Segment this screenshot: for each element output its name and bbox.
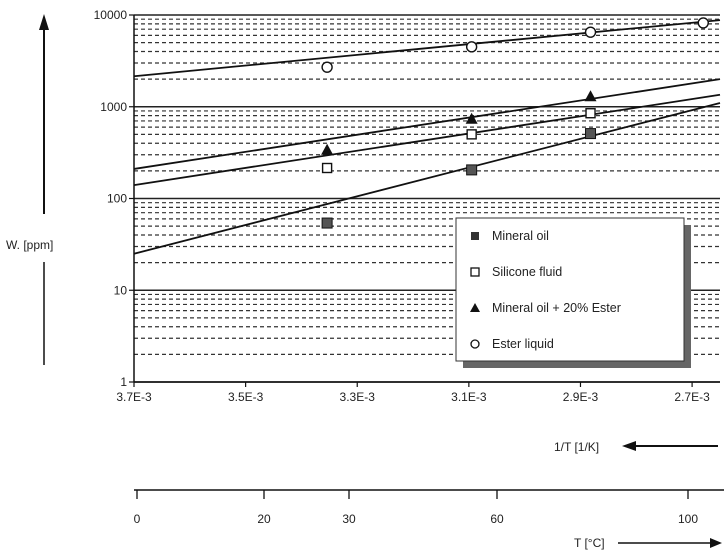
legend-label: Silicone fluid bbox=[492, 265, 562, 279]
x-axis-label-group: 1/T [1/K] bbox=[554, 440, 718, 454]
markers-layer bbox=[321, 17, 709, 229]
data-point bbox=[466, 164, 478, 176]
data-point bbox=[585, 108, 596, 119]
y-axis-label-group: W. [ppm] bbox=[6, 14, 53, 365]
data-point bbox=[466, 129, 477, 140]
legend-marker bbox=[470, 303, 480, 312]
legend-item: Mineral oil + 20% Ester bbox=[470, 301, 621, 315]
y-axis-label: W. [ppm] bbox=[6, 238, 53, 252]
data-point bbox=[465, 41, 478, 53]
temperature-axis: 0 20 30 60 100 T [°C] bbox=[134, 489, 724, 550]
series-line bbox=[133, 78, 721, 170]
legend-item: Mineral oil bbox=[471, 229, 549, 243]
legend-label: Mineral oil + 20% Ester bbox=[492, 301, 621, 315]
legend-item: Silicone fluid bbox=[470, 265, 562, 279]
legend-marker bbox=[471, 232, 479, 240]
x-tick-label: 2.7E-3 bbox=[674, 390, 710, 404]
legend-item: Ester liquid bbox=[470, 337, 554, 351]
temperature-tick-label: 0 bbox=[134, 512, 141, 526]
temperature-ticks: 0 20 30 60 100 bbox=[134, 490, 698, 526]
series-line bbox=[133, 19, 721, 78]
legend-label: Ester liquid bbox=[492, 337, 554, 351]
series-line bbox=[133, 102, 721, 255]
series-line bbox=[133, 93, 721, 186]
ticks-layer: 10000 1000 100 10 13.7E-3 3.5E-3 3.3E-3 3.1E-3 2… bbox=[94, 8, 710, 404]
y-tick-label: 1000 bbox=[100, 100, 127, 114]
y-tick-label: 10 bbox=[114, 283, 128, 297]
legend: Mineral oil Silicone fluid Mineral oil + 2… bbox=[455, 217, 691, 368]
y-tick-label: 100 bbox=[107, 192, 127, 206]
temperature-arrow-head bbox=[710, 538, 722, 548]
y-axis-arrow-head bbox=[39, 14, 49, 30]
x-tick-label: 3.7E-3 bbox=[116, 390, 152, 404]
legend-label: Mineral oil bbox=[492, 229, 549, 243]
x-axis-label: 1/T [1/K] bbox=[554, 440, 599, 454]
data-point bbox=[584, 26, 597, 38]
data-point bbox=[321, 162, 333, 174]
y-tick-label: 1 bbox=[120, 375, 127, 389]
data-point bbox=[697, 17, 709, 29]
x-tick-label: 2.9E-3 bbox=[563, 390, 599, 404]
temperature-tick-label: 30 bbox=[342, 512, 356, 526]
curves-layer bbox=[133, 19, 721, 255]
y-tick-label: 10000 bbox=[94, 8, 128, 22]
temperature-tick-label: 20 bbox=[257, 512, 271, 526]
data-point bbox=[584, 90, 597, 102]
legend-items: Mineral oil Silicone fluid Mineral oil + 2… bbox=[470, 229, 621, 351]
data-point bbox=[321, 217, 333, 229]
data-point bbox=[321, 143, 334, 155]
data-point bbox=[321, 61, 333, 73]
x-tick-label: 3.5E-3 bbox=[228, 390, 264, 404]
temperature-tick-label: 60 bbox=[490, 512, 504, 526]
data-point bbox=[585, 128, 597, 140]
x-tick-label: 3.3E-3 bbox=[340, 390, 376, 404]
legend-box bbox=[455, 217, 685, 362]
legend-marker bbox=[470, 339, 480, 349]
x-tick-label: 3.1E-3 bbox=[451, 390, 487, 404]
legend-marker bbox=[470, 267, 480, 277]
temperature-axis-label: T [°C] bbox=[574, 536, 605, 550]
temperature-tick-label: 100 bbox=[678, 512, 698, 526]
data-point bbox=[465, 112, 478, 124]
x-axis-arrow-head bbox=[622, 441, 636, 451]
